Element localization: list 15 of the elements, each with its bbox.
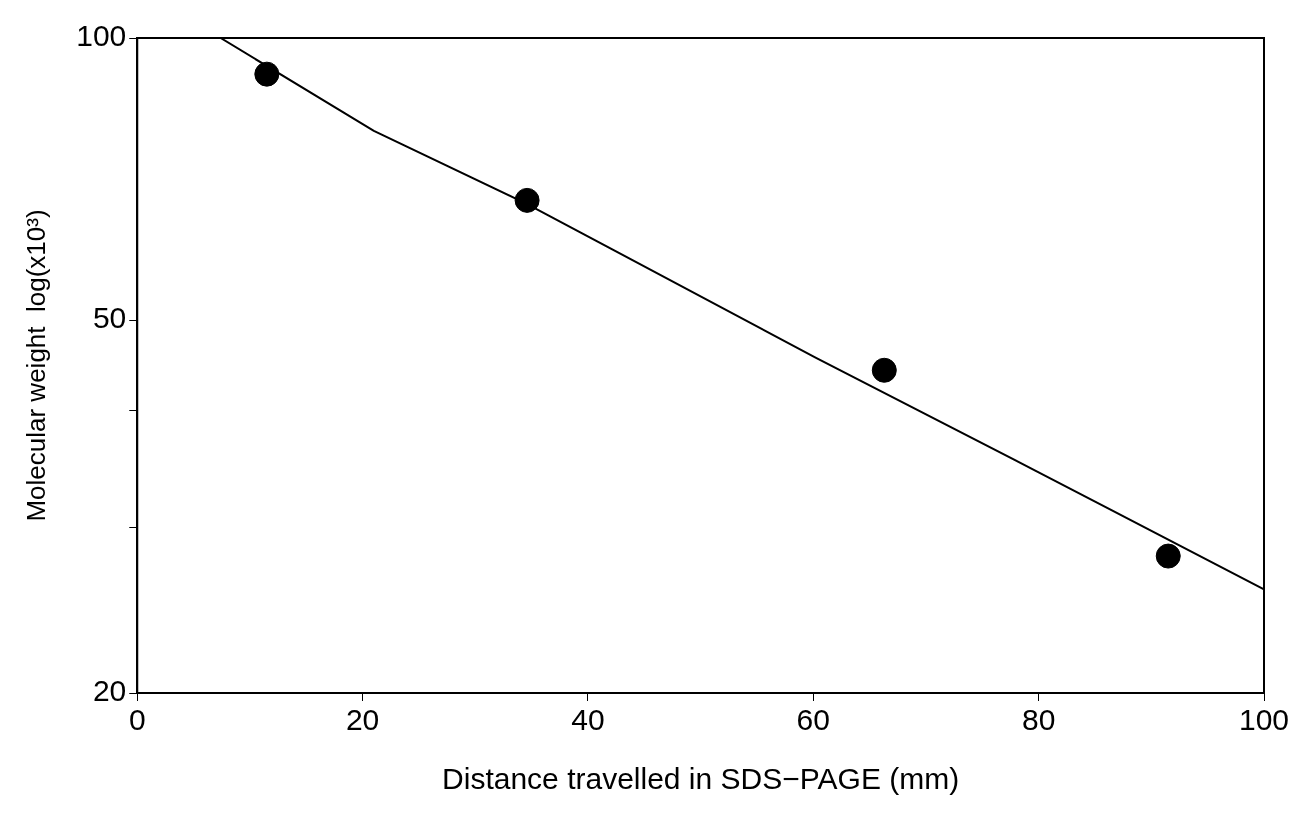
x-tick-label: 60 [796,703,830,737]
x-tick-label: 20 [345,703,380,737]
x-tick-label: 40 [571,703,605,737]
point [254,61,280,87]
point [871,357,897,383]
y-tick-label: 20 [92,674,127,708]
x-tick-label: 100 [1238,703,1290,737]
y-axis-title: Molecular weight log(x10³) [20,209,51,522]
y-tick-label: 50 [92,301,127,335]
point [1155,543,1181,569]
x-axis-title: Distance travelled in SDS−PAGE (mm) [442,762,960,796]
point [514,187,540,213]
x-tick-label: 0 [128,703,146,737]
x-tick-label: 80 [1021,703,1056,737]
y-tick-label: 100 [76,19,127,53]
